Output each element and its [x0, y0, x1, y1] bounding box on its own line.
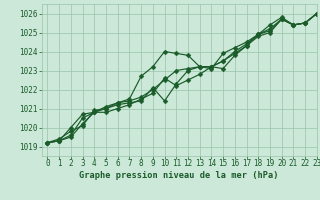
- X-axis label: Graphe pression niveau de la mer (hPa): Graphe pression niveau de la mer (hPa): [79, 171, 279, 180]
